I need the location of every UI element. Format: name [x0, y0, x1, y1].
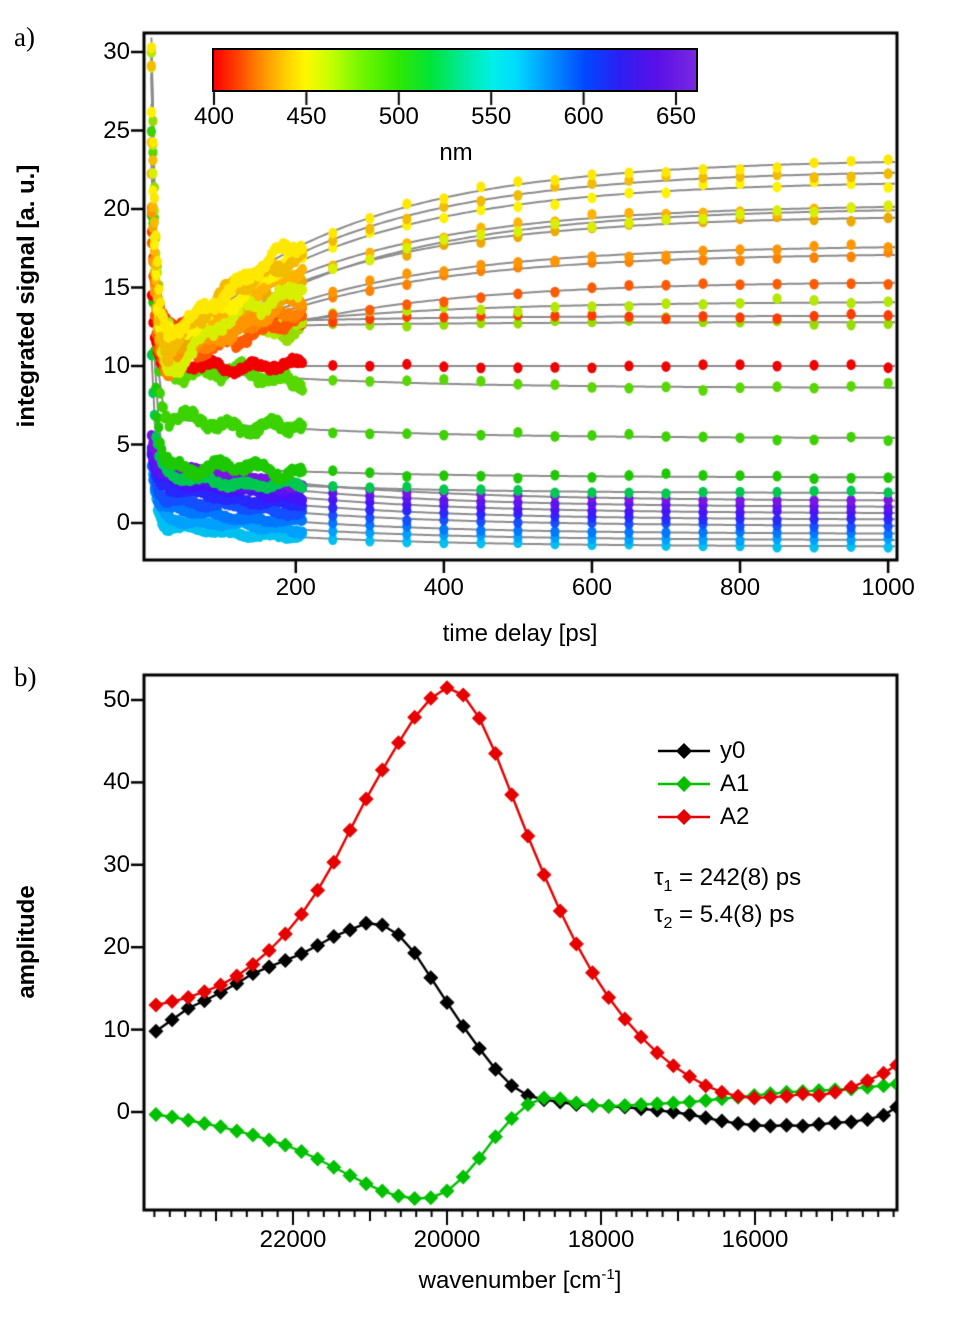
colorbar-tick-label: 500	[378, 103, 419, 130]
annotation-tau2: τ2 = 5.4(8) ps	[654, 901, 795, 932]
colorbar-unit-label: nm	[439, 139, 473, 166]
colorbar-tick-label: 450	[286, 103, 327, 130]
panel-a-y-tick-label: 25	[103, 116, 130, 144]
colorbar-tick-label: 550	[471, 103, 512, 130]
legend-item-y0: y0	[658, 737, 745, 765]
legend-marker-y0	[658, 743, 710, 759]
panel-a-x-tick-label: 600	[571, 574, 612, 601]
panel-b-y-axis-title: amplitude	[13, 885, 40, 999]
legend-item-A1: A1	[658, 770, 749, 798]
panel-a-y-tick-label: 5	[116, 430, 130, 458]
panel-b-x-tick-label: 20000	[413, 1226, 481, 1253]
panel-a-y-tick-label: 15	[103, 273, 130, 301]
panel-a-label: a)	[14, 22, 35, 52]
colorbar-tick-label: 650	[655, 103, 697, 130]
panel-a-y-tick-label: 0	[116, 509, 130, 536]
panel-a-y-tick-label: 30	[103, 38, 130, 65]
legend-label-A2: A2	[720, 803, 750, 830]
panel-a-x-tick-label: 800	[720, 574, 761, 601]
panel-b-label: b)	[14, 662, 37, 692]
panel-a-y-tick-label: 20	[103, 195, 130, 222]
legend-label-y0: y0	[720, 737, 746, 764]
panel-a-y-axis-title: integrated signal [a. u.]	[13, 164, 40, 428]
legend-marker-A1	[658, 776, 710, 792]
colorbar-tick-label: 600	[563, 103, 604, 130]
panel-b-x-tick-label: 18000	[567, 1226, 635, 1253]
panel-b-x-axis-title-end: ]	[614, 1267, 622, 1294]
panel-b-x-axis-title-sup: -1	[601, 1266, 615, 1283]
panel-b-y-tick-label: 10	[103, 1015, 130, 1043]
panel-b-x-tick-label: 22000	[259, 1226, 327, 1253]
panel-a-x-tick-label: 200	[275, 574, 316, 601]
panel-b-y-tick-label: 20	[103, 933, 130, 961]
panel-b-x-axis-title-main: wavenumber [cm	[418, 1267, 602, 1294]
panel-b-x-axis-title: wavenumber [cm-1]	[419, 1266, 622, 1295]
panel-b-y-tick-label: 0	[116, 1098, 130, 1125]
panel-b-y-tick-label: 30	[103, 850, 130, 878]
annotation-tau1: τ1 = 242(8) ps	[654, 864, 802, 895]
panel-a-x-tick-label: 400	[423, 574, 464, 601]
panel-a-x-axis-title: time delay [ps]	[442, 620, 598, 647]
panel-b-y-tick-label: 40	[103, 768, 130, 796]
legend-marker-A2	[658, 809, 710, 825]
legend-label-A1: A1	[720, 770, 750, 797]
panel-a-y-tick-label: 10	[103, 352, 130, 379]
legend-item-A2: A2	[658, 803, 749, 831]
panel-b-x-tick-label: 16000	[721, 1226, 789, 1253]
panel-b-y-tick-label: 50	[103, 686, 130, 713]
wavelength-colorbar	[212, 48, 698, 92]
panel-a-x-tick-label: 1000	[861, 574, 915, 601]
colorbar-tick-label: 400	[193, 103, 235, 130]
